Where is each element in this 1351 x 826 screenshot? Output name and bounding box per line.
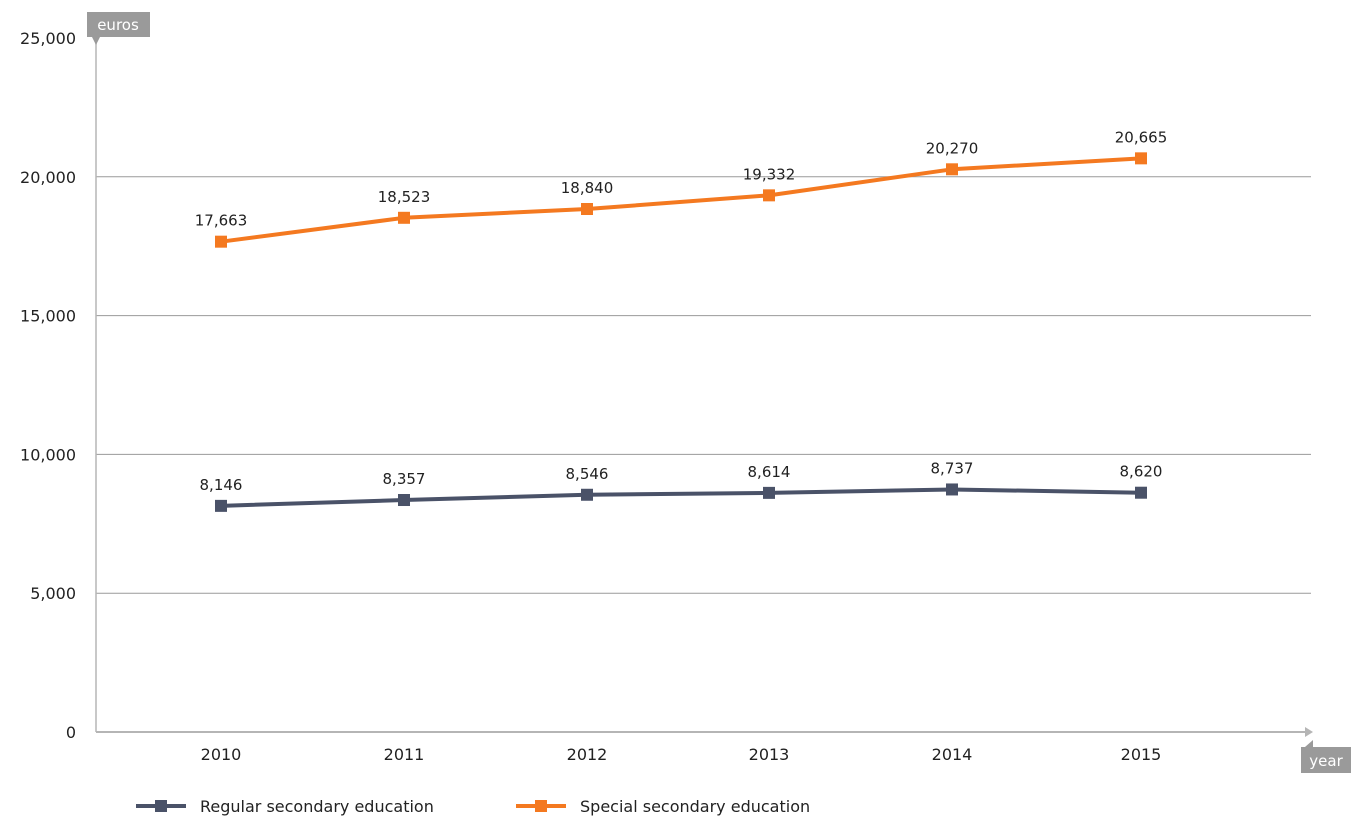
data-label-regular: 8,614 [748,463,791,481]
x-tick-label: 2013 [749,745,790,764]
data-point-regular [763,486,775,499]
y-axis-unit-pointer-icon [92,37,100,45]
data-label-regular: 8,737 [931,459,974,477]
y-axis-title: euros [97,16,139,34]
data-point-special [581,203,593,216]
y-tick-label: 15,000 [20,307,76,326]
legend-marker-regular [155,800,167,812]
x-axis-arrow-icon [1305,727,1313,737]
data-label-regular: 8,146 [200,476,243,494]
series-line-regular [220,487,1142,508]
y-axis-unit-box [87,12,150,37]
data-point-regular [946,483,958,496]
data-point-regular [581,488,593,501]
x-axis-unit-box [1301,747,1351,773]
legend-marker-special [535,800,547,812]
data-label-regular: 8,546 [566,465,609,483]
y-tick-label: 0 [66,723,76,742]
legend-label-regular: Regular secondary education [200,797,434,816]
data-label-special: 18,840 [561,179,614,197]
data-label-special: 20,270 [926,139,979,157]
data-label-regular: 8,620 [1120,463,1163,481]
series-line-special [220,156,1142,244]
data-point-special [1135,152,1147,165]
legend-label-special: Special secondary education [580,797,810,816]
x-tick-label: 2011 [384,745,425,764]
data-label-special: 17,663 [195,212,248,230]
y-tick-label: 25,000 [20,29,76,48]
data-point-special [763,189,775,202]
data-point-regular [398,494,410,507]
data-point-regular [1135,486,1147,499]
data-label-special: 20,665 [1115,128,1168,146]
data-point-regular [215,499,227,512]
y-tick-label: 10,000 [20,445,76,464]
data-label-special: 18,523 [378,188,431,206]
y-tick-label: 5,000 [30,584,76,603]
x-axis-unit-pointer-icon [1305,740,1313,747]
x-tick-label: 2014 [932,745,973,764]
x-axis-title: year [1309,752,1343,770]
x-tick-label: 2012 [567,745,608,764]
data-point-special [398,211,410,224]
data-point-special [946,163,958,176]
x-tick-label: 2015 [1121,745,1162,764]
data-point-special [215,235,227,248]
y-tick-label: 20,000 [20,168,76,187]
x-tick-label: 2010 [201,745,242,764]
data-label-special: 19,332 [743,165,796,183]
data-label-regular: 8,357 [383,470,426,488]
